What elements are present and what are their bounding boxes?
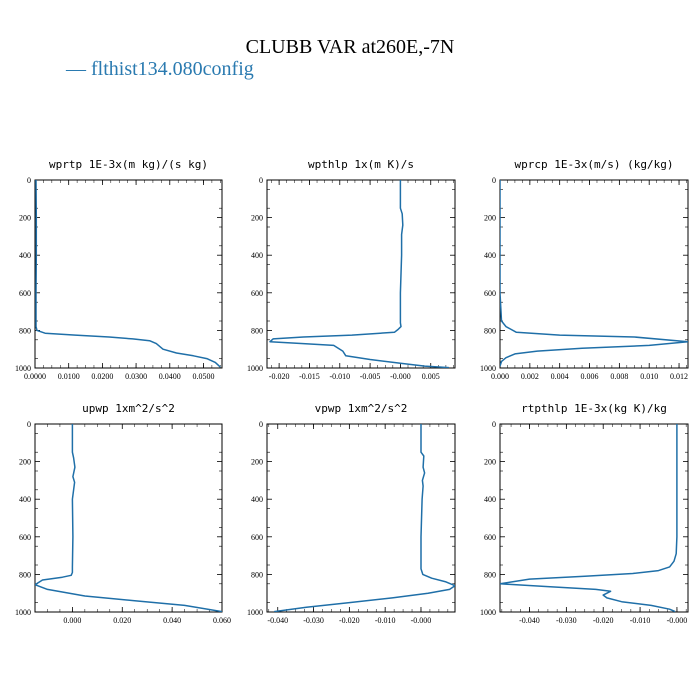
x-tick-label: -0.005 xyxy=(360,372,381,381)
x-tick-label: 0.0300 xyxy=(125,372,147,381)
chart-panel-1: wprtp 1E-3x(m kg)/(s kg) 0 200 400 600 800 100… xyxy=(15,158,223,381)
x-tick-label: -0.040 xyxy=(519,616,540,625)
x-tick-label: 0.0100 xyxy=(58,372,80,381)
y-tick-label: 800 xyxy=(484,326,496,335)
x-tick-label: 0.010 xyxy=(640,372,658,381)
y-tick-label: 400 xyxy=(251,495,263,504)
y-tick-label: 0 xyxy=(492,176,496,185)
plot-frame xyxy=(266,423,456,613)
panel-title: wpthlp 1x(m K)/s xyxy=(308,158,414,171)
x-tick-label: 0.060 xyxy=(213,616,231,625)
x-tick-label: -0.010 xyxy=(630,616,651,625)
x-tick-label: 0.004 xyxy=(551,372,569,381)
y-tick-label: 400 xyxy=(484,251,496,260)
y-tick-label: 0 xyxy=(259,176,263,185)
y-tick-label: 200 xyxy=(484,458,496,467)
y-tick-label: 600 xyxy=(19,289,31,298)
chart-panel-5: vpwp 1xm^2/s^2 0 200 400 600 800 1000 -0.040 -0.… xyxy=(247,402,456,625)
y-tick-label: 200 xyxy=(19,458,31,467)
x-tick-label: 0.008 xyxy=(610,372,628,381)
page-title: CLUBB VAR at260E,-7N xyxy=(245,36,455,58)
x-tick-label: 0.006 xyxy=(581,372,599,381)
y-tick-label: 1000 xyxy=(15,364,31,373)
series-line xyxy=(35,180,221,368)
y-tick-label: 1000 xyxy=(247,608,263,617)
x-tick-label: 0.020 xyxy=(113,616,131,625)
y-tick-label: 0 xyxy=(27,176,31,185)
y-tick-label: 800 xyxy=(19,570,31,579)
panel-title: upwp 1xm^2/s^2 xyxy=(82,402,175,415)
y-tick-label: 0 xyxy=(492,420,496,429)
plot-frame xyxy=(34,179,223,369)
panel-title: vpwp 1xm^2/s^2 xyxy=(315,402,408,415)
series-line xyxy=(500,424,678,612)
y-tick-label: 200 xyxy=(19,214,31,223)
y-tick-label: 1000 xyxy=(480,608,496,617)
y-tick-label: 600 xyxy=(19,533,31,542)
chart-panel-3: wprcp 1E-3x(m/s) (kg/kg) 0 200 400 600 800 100… xyxy=(480,158,689,381)
y-tick-label: 600 xyxy=(251,533,263,542)
x-tick-label: -0.040 xyxy=(267,616,288,625)
y-tick-label: 600 xyxy=(484,289,496,298)
x-tick-label: -0.030 xyxy=(303,616,324,625)
y-tick-label: 400 xyxy=(484,495,496,504)
chart-panel-2: wpthlp 1x(m K)/s02004006008001000-0.020-… xyxy=(247,158,456,381)
legend-entry: — flthist134.080config xyxy=(66,58,254,80)
y-tick-label: 400 xyxy=(19,251,31,260)
series-line xyxy=(500,180,688,367)
y-tick-label: 800 xyxy=(251,570,263,579)
panel-title: wprcp 1E-3x(m/s) (kg/kg) xyxy=(515,158,674,171)
x-tick-label: 0.002 xyxy=(521,372,539,381)
series-line xyxy=(35,424,222,612)
x-tick-label: -0.020 xyxy=(339,616,360,625)
y-tick-label: 800 xyxy=(19,326,31,335)
x-tick-label: -0.020 xyxy=(269,372,290,381)
panel-title: wprtp 1E-3x(m kg)/(s kg) xyxy=(49,158,208,171)
chart-panel-6: rtpthlp 1E-3x(kg K)/kg 0 200 400 600 800 1000 -… xyxy=(480,402,689,625)
chart-panel-4: upwp 1xm^2/s^2 0 200 400 600 800 1000 0.000 0.02… xyxy=(15,402,231,625)
y-tick-label: 200 xyxy=(251,458,263,467)
y-tick-label: 600 xyxy=(484,533,496,542)
series-line xyxy=(274,424,455,612)
y-tick-label: 1000 xyxy=(15,608,31,617)
y-tick-label: 800 xyxy=(251,326,263,335)
y-tick-label: 1000 xyxy=(247,364,263,373)
y-tick-label: 400 xyxy=(251,251,263,260)
x-tick-label: -0.000 xyxy=(667,616,688,625)
y-tick-label: 600 xyxy=(251,289,263,298)
x-tick-label: 0.012 xyxy=(670,372,688,381)
x-tick-label: -0.015 xyxy=(299,372,320,381)
x-tick-label: 0.0500 xyxy=(192,372,214,381)
x-tick-label: 0.040 xyxy=(163,616,181,625)
y-tick-label: 200 xyxy=(484,214,496,223)
y-tick-label: 1000 xyxy=(480,364,496,373)
plot-frame xyxy=(266,179,456,369)
y-tick-label: 400 xyxy=(19,495,31,504)
x-tick-label: -0.000 xyxy=(390,372,411,381)
series-line xyxy=(269,180,449,368)
y-tick-label: 200 xyxy=(251,214,263,223)
plot-frame xyxy=(499,423,689,613)
x-tick-label: 0.000 xyxy=(63,616,81,625)
plot-frame xyxy=(34,423,223,613)
panel-title: rtpthlp 1E-3x(kg K)/kg xyxy=(521,402,667,415)
x-tick-label: 0.0000 xyxy=(24,372,46,381)
y-tick-label: 800 xyxy=(484,570,496,579)
x-tick-label: -0.030 xyxy=(556,616,577,625)
y-tick-label: 0 xyxy=(259,420,263,429)
x-tick-label: -0.010 xyxy=(329,372,350,381)
x-tick-label: -0.010 xyxy=(375,616,396,625)
x-tick-label: 0.000 xyxy=(491,372,509,381)
x-tick-label: 0.0400 xyxy=(159,372,181,381)
y-tick-label: 0 xyxy=(27,420,31,429)
x-tick-label: 0.0200 xyxy=(91,372,113,381)
x-tick-label: -0.000 xyxy=(411,616,432,625)
x-tick-label: -0.020 xyxy=(593,616,614,625)
x-tick-label: 0.005 xyxy=(422,372,440,381)
